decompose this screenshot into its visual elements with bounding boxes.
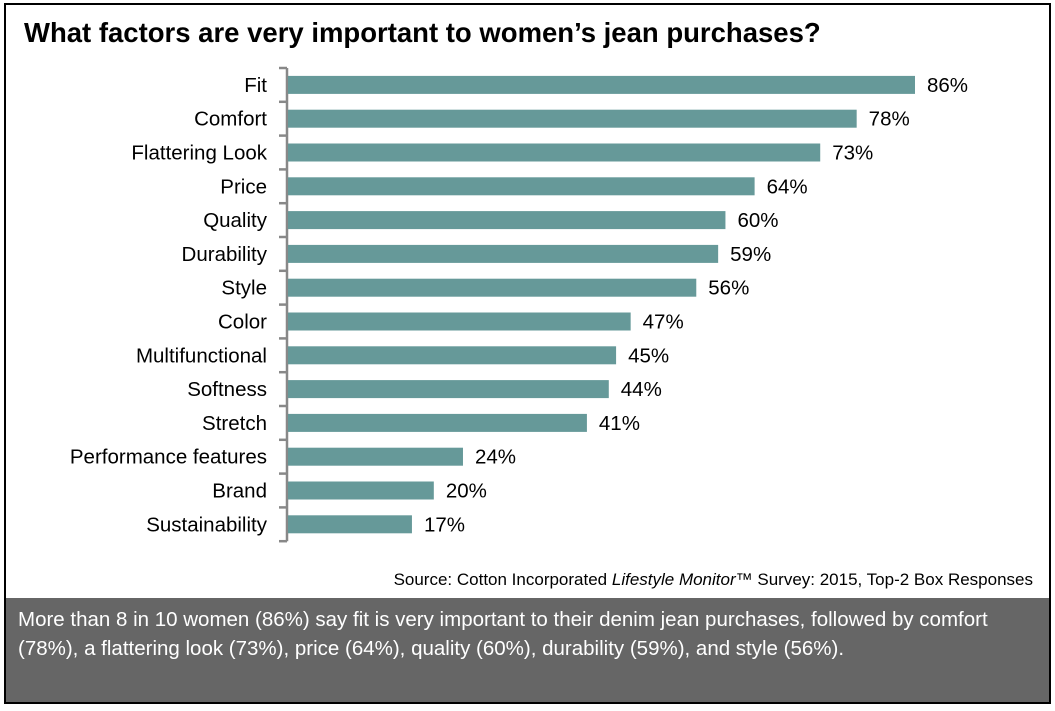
data-label: 60% [737, 209, 778, 232]
bar [288, 515, 412, 534]
chart-title: What factors are very important to women… [24, 17, 821, 48]
data-label: 47% [643, 311, 684, 334]
source-prefix: Source: Cotton Incorporated [393, 570, 612, 589]
source-suffix: ™ Survey: 2015, Top-2 Box Responses [735, 570, 1033, 589]
bar [288, 278, 697, 297]
category-label: Fit [244, 74, 267, 97]
category-label: Style [221, 277, 267, 300]
bar [288, 177, 755, 196]
bar [288, 244, 719, 263]
data-label: 59% [730, 243, 771, 266]
category-label: Performance features [70, 446, 267, 469]
bar [288, 143, 821, 162]
bar [288, 75, 915, 94]
data-label: 17% [424, 513, 465, 536]
category-label: Color [218, 311, 267, 334]
category-label: Comfort [194, 108, 267, 131]
category-label: Durability [182, 243, 268, 266]
data-label: 24% [475, 446, 516, 469]
summary-box: More than 8 in 10 women (86%) say fit is… [6, 598, 1049, 702]
data-label: 45% [628, 344, 669, 367]
data-label: 20% [446, 480, 487, 503]
data-label: 78% [869, 108, 910, 131]
chart-frame: What factors are very important to women… [4, 3, 1051, 704]
bar-chart: Fit 86% Comfort 78% Flattering Look 73% Price 6… [70, 66, 968, 543]
source-italic: Lifestyle Monitor [611, 570, 736, 589]
bar [288, 380, 609, 399]
category-label: Brand [212, 480, 267, 503]
bar [288, 413, 587, 432]
data-label: 73% [832, 142, 873, 165]
category-label: Multifunctional [136, 344, 267, 367]
category-label: Price [220, 175, 267, 198]
data-label: 44% [621, 378, 662, 401]
category-label: Quality [203, 209, 268, 232]
data-label: 41% [599, 412, 640, 435]
bar [288, 109, 857, 128]
bar [288, 481, 434, 500]
category-label: Flattering Look [131, 142, 267, 165]
category-label: Sustainability [146, 513, 268, 536]
data-label: 64% [767, 175, 808, 198]
bar [288, 346, 617, 365]
category-label: Stretch [202, 412, 267, 435]
bar [288, 312, 631, 331]
data-label: 86% [927, 74, 968, 97]
data-label: 56% [708, 277, 749, 300]
category-label: Softness [187, 378, 267, 401]
bar [288, 211, 726, 230]
bar [288, 447, 463, 466]
source-note: Source: Cotton Incorporated Lifestyle Mo… [394, 570, 1033, 590]
